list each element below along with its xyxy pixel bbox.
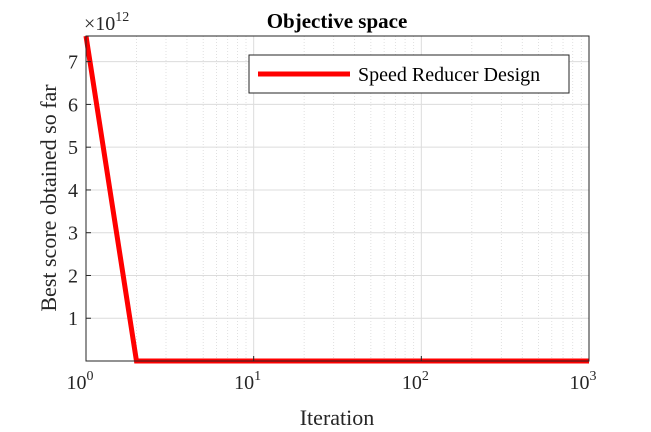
x-axis-label: Iteration <box>300 405 375 430</box>
legend: Speed Reducer Design <box>248 54 570 94</box>
x-tick-base: 10 <box>67 372 87 394</box>
y-tick-label: 7 <box>68 52 78 74</box>
x-tick-exponent: 3 <box>590 369 597 384</box>
x-tick-exponent: 2 <box>422 369 429 384</box>
x-tick-label: 101 <box>234 369 261 394</box>
y-tick-label: 5 <box>68 137 78 159</box>
y-multiplier-label: ×1012 <box>84 10 129 35</box>
plot-frame <box>85 35 590 362</box>
y-tick-label: 6 <box>68 94 78 116</box>
y-tick-label: 1 <box>68 308 78 330</box>
y-tick-label: 3 <box>68 223 78 245</box>
chart-title: Objective space <box>267 9 408 33</box>
y-axis-label: Best score obtained so far <box>36 84 61 312</box>
y-multiplier-exponent: 12 <box>115 10 129 25</box>
x-tick-exponent: 0 <box>87 369 94 384</box>
x-tick-label: 103 <box>570 369 597 394</box>
x-tick-label: 102 <box>402 369 429 394</box>
x-tick-base: 10 <box>234 372 254 394</box>
x-tick-exponent: 1 <box>254 369 261 384</box>
x-tick-label: 100 <box>67 369 94 394</box>
y-tick-label: 4 <box>68 180 78 202</box>
y-multiplier-base: ×10 <box>84 13 115 35</box>
legend-label: Speed Reducer Design <box>358 64 540 86</box>
x-tick-base: 10 <box>570 372 590 394</box>
x-tick-base: 10 <box>402 372 422 394</box>
y-tick-label: 2 <box>68 265 78 287</box>
